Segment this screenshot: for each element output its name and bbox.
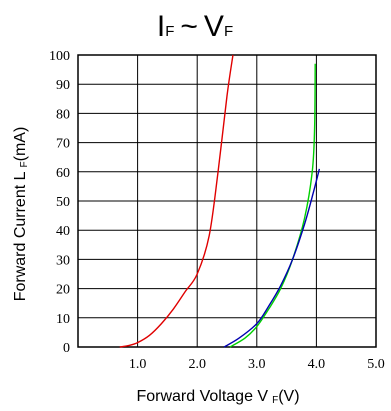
x-tick-label: 3.0 xyxy=(248,357,266,372)
x-tick-label: 4.0 xyxy=(308,357,326,372)
y-tick-label: 10 xyxy=(56,312,70,327)
y-axis-label: Forward Current LF(mA) xyxy=(12,127,30,302)
grid xyxy=(78,55,376,347)
y-tick-label: 70 xyxy=(56,137,70,152)
y-tick-labels: 0 10 20 30 40 50 60 70 80 90 100 xyxy=(49,49,70,356)
x-tick-labels: 1.0 2.0 3.0 4.0 5.0 xyxy=(129,357,385,372)
series-line-1 xyxy=(119,54,234,348)
y-tick-label: 30 xyxy=(56,253,70,268)
y-tick-label: 0 xyxy=(63,341,70,356)
x-tick-label: 5.0 xyxy=(367,357,385,372)
y-tick-label: 60 xyxy=(56,166,70,181)
plot-frame xyxy=(77,54,377,348)
plot-border xyxy=(77,54,377,348)
y-tick-label: 40 xyxy=(56,224,70,239)
x-axis-label: Forward Voltage V F(V) xyxy=(136,388,299,406)
y-tick-label: 20 xyxy=(56,283,70,298)
y-tick-label: 50 xyxy=(56,195,70,210)
series-line-3 xyxy=(223,168,321,348)
chart-title: IF ~ VF xyxy=(157,10,233,43)
y-tick-label: 80 xyxy=(56,107,70,122)
x-tick-label: 1.0 xyxy=(129,357,147,372)
y-tick-label: 100 xyxy=(49,49,70,64)
x-tick-label: 2.0 xyxy=(188,357,206,372)
y-tick-label: 90 xyxy=(56,78,70,93)
series-group xyxy=(119,54,321,348)
